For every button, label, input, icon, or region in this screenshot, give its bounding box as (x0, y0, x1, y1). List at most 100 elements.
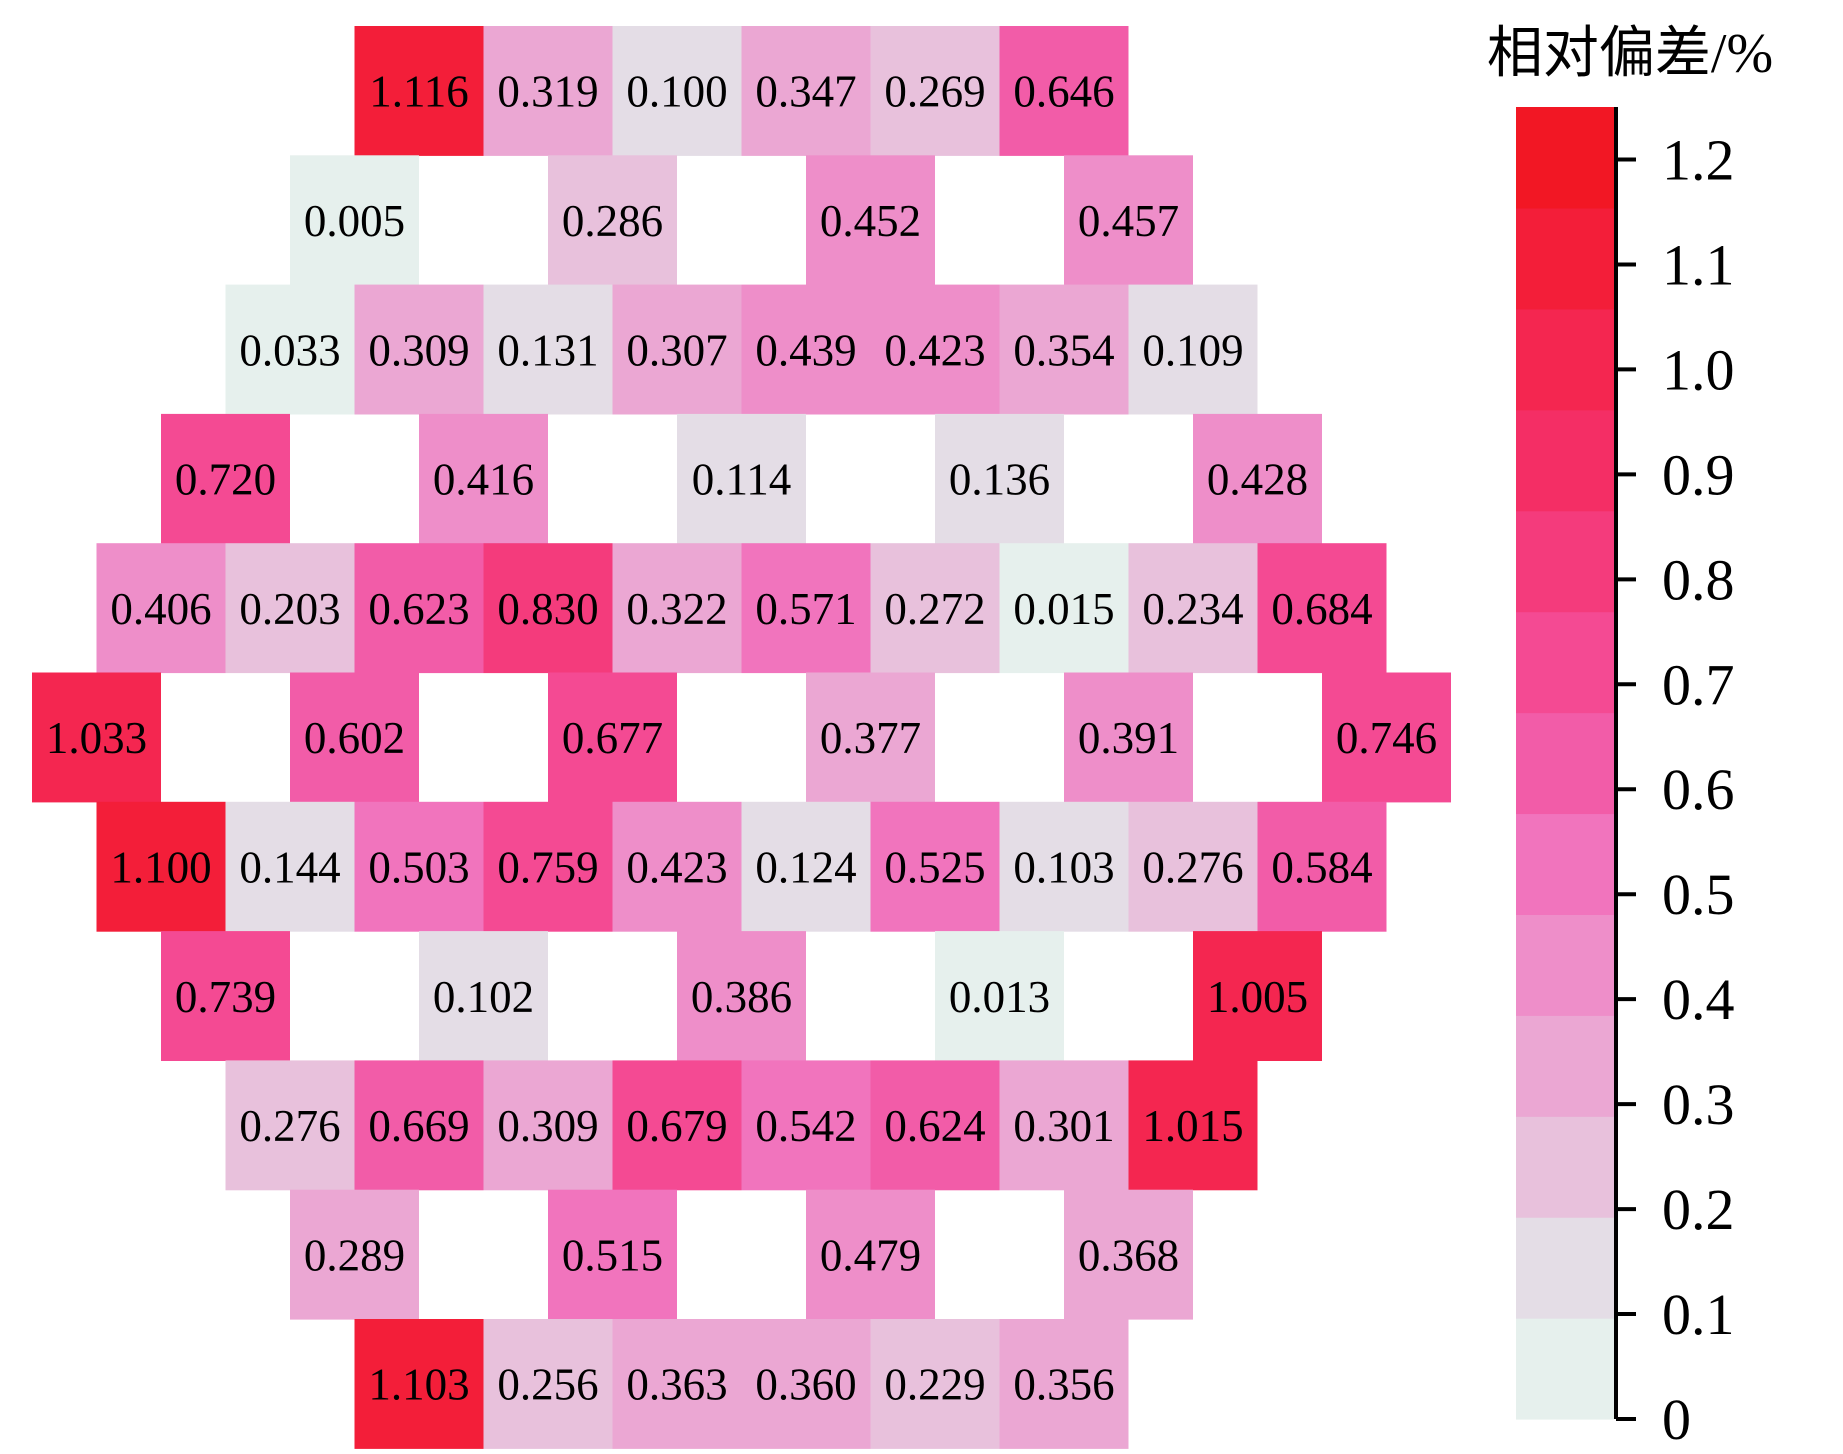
heatmap-cell-rect (483, 801, 613, 932)
heatmap-cell-value: 0.584 (1271, 842, 1372, 892)
heatmap-cell-value: 0.646 (1013, 67, 1114, 117)
heatmap-cell: 0.525 (870, 801, 1000, 932)
colorbar-ticks: 0 0.1 0.2 0.3 0.4 0.5 0.6 0.7 0.8 0.9 1.0 1.1 1.2 (1616, 127, 1735, 1452)
heatmap-cell-rect (419, 413, 548, 544)
heatmap-cell-rect (741, 1319, 871, 1449)
heatmap-cell-value: 0.256 (497, 1360, 598, 1410)
heatmap-cell-value: 0.525 (884, 842, 985, 892)
heatmap-cell-rect (225, 284, 355, 415)
heatmap-cell: 0.033 (225, 284, 355, 415)
heatmap-cell-rect (870, 543, 1000, 674)
heatmap-cell-value: 0.347 (755, 67, 856, 117)
heatmap-cell: 0.669 (354, 1060, 484, 1191)
heatmap-cell: 0.624 (870, 1060, 1000, 1191)
heatmap-cell-value: 0.015 (1013, 584, 1114, 634)
heatmap-cell-rect (354, 1319, 484, 1449)
heatmap-cell: 0.100 (612, 26, 742, 156)
heatmap-cell-rect (612, 26, 742, 156)
heatmap-cell-rect (483, 1319, 613, 1449)
heatmap-cell: 0.602 (290, 672, 419, 803)
heatmap-cell-rect (806, 1189, 935, 1320)
colorbar-tick-label: 0.1 (1662, 1282, 1735, 1347)
heatmap-cell-value: 0.457 (1078, 196, 1179, 246)
heatmap-cell: 0.679 (612, 1060, 742, 1191)
heatmap-cell: 0.746 (1322, 672, 1451, 803)
heatmap-cell-rect (290, 1189, 419, 1320)
heatmap-cell: 0.272 (870, 543, 1000, 674)
colorbar-tick-label: 0 (1662, 1387, 1691, 1449)
heatmap-cell-value: 0.229 (884, 1360, 985, 1410)
heatmap-cell-value: 0.005 (304, 196, 405, 246)
heatmap-cell-value: 0.360 (755, 1360, 856, 1410)
heatmap-cell-value: 1.100 (110, 842, 211, 892)
heatmap-cell: 0.114 (677, 413, 806, 544)
colorbar-tick-label: 0.4 (1662, 967, 1735, 1032)
heatmap-cell-value: 0.759 (497, 842, 598, 892)
heatmap-cell-value: 0.416 (433, 455, 534, 505)
heatmap-cell: 0.677 (548, 672, 677, 803)
heatmap-cell-rect (677, 413, 806, 544)
heatmap-cell-rect (741, 801, 871, 932)
heatmap-cell: 0.203 (225, 543, 355, 674)
colorbar-band (1516, 813, 1614, 915)
heatmap-cell: 0.319 (483, 26, 613, 156)
heatmap-cell-rect (741, 284, 871, 415)
heatmap-cell-value: 0.309 (497, 1101, 598, 1151)
heatmap-cell-value: 0.503 (368, 842, 469, 892)
colorbar-band (1516, 308, 1614, 411)
heatmap-cell: 1.015 (1128, 1060, 1258, 1191)
heatmap-cell: 0.503 (354, 801, 484, 932)
heatmap-cell-value: 0.684 (1271, 584, 1372, 634)
heatmap-cell-rect (999, 543, 1129, 674)
heatmap-cell-value: 0.406 (110, 584, 211, 634)
heatmap-cell: 0.276 (1128, 801, 1258, 932)
heatmap-cell-value: 0.136 (949, 455, 1050, 505)
heatmap-cell-rect (354, 26, 484, 156)
heatmap-cell-rect (483, 1060, 613, 1191)
heatmap-cell: 0.368 (1064, 1189, 1193, 1320)
heatmap-cell-value: 0.363 (626, 1360, 727, 1410)
colorbar-tick-label: 0.9 (1662, 442, 1735, 507)
heatmap-cell: 0.322 (612, 543, 742, 674)
heatmap-cell-value: 0.102 (433, 972, 534, 1022)
colorbar-tick-label: 1.0 (1662, 337, 1735, 402)
heatmap-cell: 0.416 (419, 413, 548, 544)
heatmap-cell-value: 0.423 (884, 325, 985, 375)
heatmap-cell: 0.102 (419, 931, 548, 1061)
heatmap-cell: 0.452 (806, 155, 935, 286)
heatmap-cell-rect (612, 543, 742, 674)
heatmap-cell-value: 0.319 (497, 67, 598, 117)
heatmap-cell-rect (999, 1319, 1129, 1449)
heatmap-cell-value: 0.276 (239, 1101, 340, 1151)
heatmap-cell-rect (741, 1060, 871, 1191)
heatmap-cell: 1.116 (354, 26, 484, 156)
heatmap-cell-rect (548, 1189, 677, 1320)
heatmap-cell: 1.005 (1193, 931, 1322, 1061)
heatmap-cell-rect (1128, 1060, 1258, 1191)
heatmap-cell-rect (225, 1060, 355, 1191)
heatmap-cell: 0.479 (806, 1189, 935, 1320)
heatmap-cell-rect (999, 801, 1129, 932)
heatmap-cell: 0.131 (483, 284, 613, 415)
heatmap-cell-value: 1.116 (369, 67, 469, 117)
heatmap-cell-rect (96, 543, 226, 674)
heatmap-cell-value: 0.739 (175, 972, 276, 1022)
colorbar-band (1516, 207, 1614, 310)
colorbar-tick-label: 0.5 (1662, 862, 1735, 927)
heatmap-cell-value: 0.830 (497, 584, 598, 634)
heatmap-cell: 0.309 (483, 1060, 613, 1191)
colorbar-band (1516, 409, 1614, 512)
heatmap-cell-value: 0.289 (304, 1230, 405, 1280)
heatmap-cell-value: 0.272 (884, 584, 985, 634)
heatmap-cell-rect (1128, 801, 1258, 932)
heatmap-cell-value: 0.307 (626, 325, 727, 375)
heatmap-cell-rect (806, 672, 935, 803)
heatmap-cell: 0.307 (612, 284, 742, 415)
colorbar-band (1516, 914, 1614, 1016)
heatmap-cell-value: 0.131 (497, 325, 598, 375)
heatmap-cell: 0.584 (1257, 801, 1387, 932)
colorbar-tick-label: 1.1 (1662, 232, 1735, 297)
heatmap-cell-value: 0.114 (692, 455, 792, 505)
heatmap-cell: 0.720 (161, 413, 290, 544)
heatmap-cell-rect (1257, 543, 1387, 674)
